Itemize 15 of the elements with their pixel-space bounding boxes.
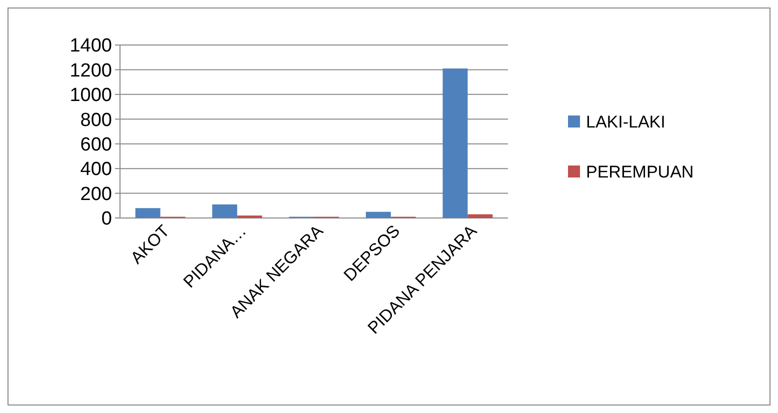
y-tick-label: 600	[80, 134, 112, 156]
bar	[212, 204, 238, 218]
bar	[468, 214, 493, 218]
legend-label: LAKI-LAKI	[586, 112, 666, 132]
y-tick-label: 400	[80, 159, 112, 180]
y-tick-label: 1200	[70, 60, 112, 82]
legend-label: PEREMPUAN	[586, 162, 694, 182]
y-tick-label: 1000	[70, 85, 112, 106]
bar	[135, 208, 160, 218]
bar	[366, 212, 391, 218]
y-tick-label: 0	[101, 208, 112, 230]
y-tick-label: 1400	[70, 36, 112, 57]
bar	[442, 68, 468, 218]
y-tick-label: 800	[80, 110, 112, 131]
y-tick-label: 200	[80, 184, 112, 205]
